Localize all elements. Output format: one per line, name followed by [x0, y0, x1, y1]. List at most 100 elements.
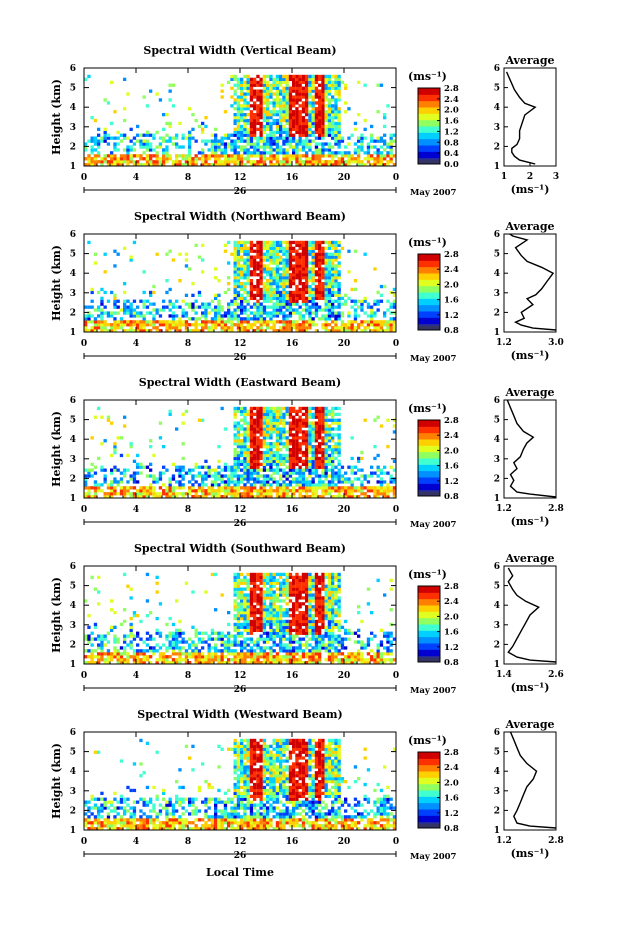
colorbar-swatch: [418, 107, 440, 114]
x-axis-label: Local Time: [206, 866, 274, 879]
x-tick-label: 12: [234, 671, 247, 681]
x-tick-label: 0: [393, 837, 399, 847]
colorbar-swatch: [418, 151, 440, 159]
average-panel: Average 1 2 3 4 5 6 1.2 2.8(ms⁻¹): [494, 386, 564, 528]
colorbar-swatch: [418, 777, 440, 785]
average-y-tick-label: 3: [494, 289, 500, 299]
y-tick-label: 1: [70, 162, 76, 172]
average-frame: [503, 731, 557, 831]
x-tick-label: 20: [338, 339, 351, 349]
average-y-tick-label: 3: [494, 787, 500, 797]
colorbar-tick-label: 2.4: [444, 597, 459, 607]
average-y-tick-label: 1: [494, 494, 500, 504]
colorbar-tick-label: 2.4: [444, 763, 459, 773]
x-tick-label: 8: [185, 339, 191, 349]
average-y-tick-label: 2: [494, 640, 500, 650]
y-tick-label: 2: [70, 474, 76, 484]
y-tick-label: 3: [70, 787, 76, 797]
x-tick-label: 4: [133, 339, 139, 349]
average-panel: Average 1 2 3 4 5 6 1.2 2.8(ms⁻¹): [494, 718, 564, 860]
colorbar-swatch: [418, 643, 440, 650]
panel-2: Spectral Width (Northward Beam)0 4 8 12 16 20…: [50, 210, 564, 364]
panel-1: Spectral Width (Vertical Beam)0 4 8 12 16 20 0…: [50, 44, 559, 198]
average-frame: [503, 399, 557, 499]
colorbar-tick-label: 1.2: [444, 477, 459, 487]
x-tick-label: 16: [286, 173, 299, 183]
date-label: May 2007: [410, 852, 457, 862]
average-y-tick-label: 4: [494, 269, 500, 279]
colorbar-swatch: [418, 630, 440, 638]
colorbar-swatch: [418, 439, 440, 446]
day-label: 26: [234, 519, 247, 529]
colorbar-unit: (ms⁻¹): [408, 236, 447, 249]
heatmap-cells: [84, 738, 397, 831]
x-tick-label: 16: [286, 671, 299, 681]
average-y-tick-label: 2: [494, 308, 500, 318]
x-tick-label: 12: [234, 173, 247, 183]
average-y-tick-label: 4: [494, 435, 500, 445]
date-label: May 2007: [410, 686, 457, 696]
average-title: Average: [504, 718, 554, 731]
colorbar-unit: (ms⁻¹): [408, 402, 447, 415]
colorbar: 0.8 1.2 1.6 2.0 2.4 2.8: [417, 748, 459, 834]
colorbar-tick-label: 2.4: [444, 265, 459, 275]
y-tick-label: 6: [70, 562, 76, 572]
panel-3: Spectral Width (Eastward Beam)0 4 8 12 16 20 0…: [50, 376, 564, 530]
colorbar-unit: (ms⁻¹): [408, 734, 447, 747]
colorbar-swatch: [418, 752, 440, 759]
colorbar-swatch: [418, 132, 440, 140]
colorbar-swatch: [418, 598, 440, 606]
colorbar-frame: [417, 751, 441, 829]
colorbar-swatch: [418, 605, 440, 612]
average-y-tick-label: 4: [494, 103, 500, 113]
colorbar-swatch: [418, 586, 440, 593]
x-tick-label: 20: [338, 173, 351, 183]
colorbar: 0.00.40.81.21.62.02.42.8: [417, 84, 459, 170]
colorbar-swatch: [418, 317, 440, 325]
colorbar-frame: [417, 87, 441, 165]
colorbar: 0.8 1.2 1.6 2.0 2.4 2.8: [417, 250, 459, 336]
heatmap-cells: [84, 572, 397, 665]
average-profile-line: [509, 731, 557, 829]
average-x-tick-label: 1.2: [496, 836, 512, 846]
colorbar-swatch: [418, 113, 440, 121]
average-y-tick-label: 6: [494, 64, 500, 74]
colorbar-swatch: [418, 426, 440, 434]
y-tick-label: 2: [70, 640, 76, 650]
x-tick-label: 0: [393, 505, 399, 515]
colorbar-swatch: [418, 649, 440, 657]
panel-title: Spectral Width (Westward Beam): [137, 708, 342, 721]
panel-4: Spectral Width (Southward Beam)0 4 8 12 16 20…: [50, 542, 564, 696]
colorbar-swatch: [418, 260, 440, 268]
average-x-tick-label: 2: [527, 172, 533, 182]
colorbar-swatch: [418, 100, 440, 108]
x-tick-label: 20: [338, 837, 351, 847]
y-tick-label: 6: [70, 728, 76, 738]
y-tick-label: 3: [70, 289, 76, 299]
panel-title: Spectral Width (Vertical Beam): [143, 44, 336, 57]
colorbar-tick-label: 0.4: [444, 149, 459, 159]
x-tick-label: 0: [81, 505, 87, 515]
average-y-tick-label: 1: [494, 162, 500, 172]
average-y-tick-label: 3: [494, 455, 500, 465]
day-label: 26: [234, 851, 247, 861]
y-tick-label: 5: [70, 250, 76, 260]
y-tick-label: 5: [70, 416, 76, 426]
average-y-tick-label: 2: [494, 474, 500, 484]
colorbar-tick-label: 2.8: [444, 250, 459, 260]
colorbar-swatch: [418, 432, 440, 440]
colorbar-tick-label: 2.8: [444, 416, 459, 426]
colorbar-swatch: [418, 617, 440, 625]
colorbar-swatch: [418, 254, 440, 261]
date-label: May 2007: [410, 354, 457, 364]
colorbar-swatch: [418, 285, 440, 293]
colorbar-tick-label: 1.6: [444, 462, 459, 472]
heatmap-cells: [84, 74, 397, 167]
colorbar: 0.8 1.2 1.6 2.0 2.4 2.8: [417, 582, 459, 668]
x-tick-label: 16: [286, 505, 299, 515]
x-tick-label: 4: [133, 505, 139, 515]
colorbar-swatch: [418, 292, 440, 299]
colorbar-swatch: [418, 809, 440, 816]
y-tick-label: 6: [70, 396, 76, 406]
x-tick-label: 4: [133, 837, 139, 847]
